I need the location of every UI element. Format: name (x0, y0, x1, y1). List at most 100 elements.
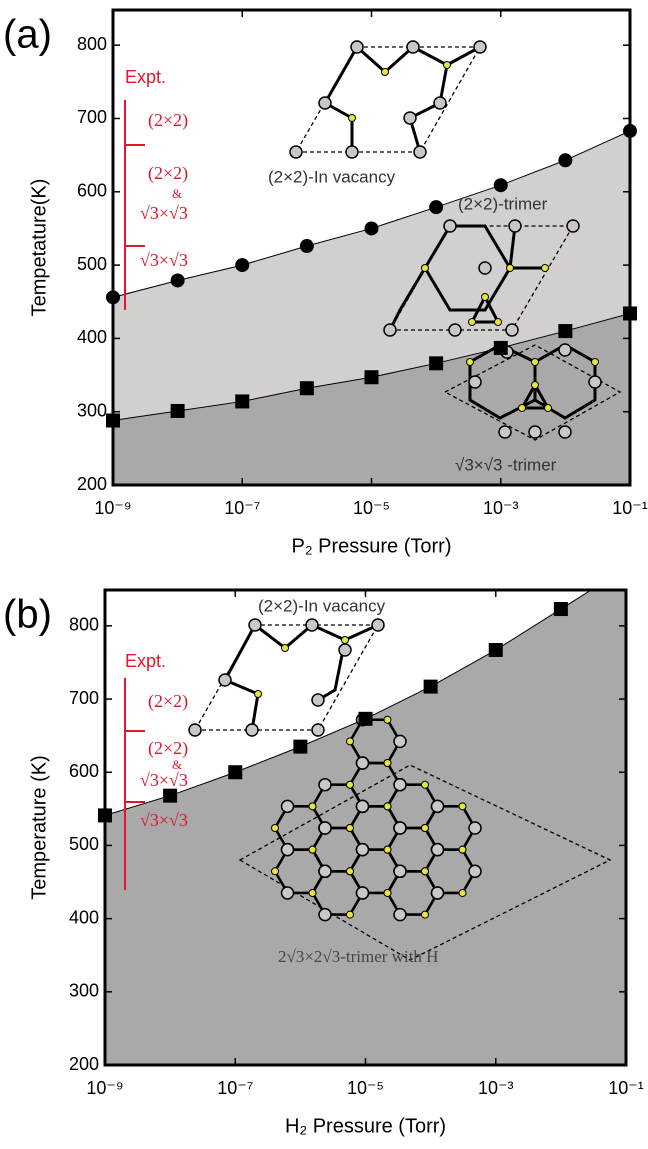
y-tick-label: 800 (69, 615, 99, 635)
data-point (429, 356, 443, 370)
p-atom (347, 781, 354, 788)
in-atom (357, 800, 369, 812)
data-point (300, 381, 314, 395)
in-atom (589, 376, 601, 388)
panel-label: (b) (3, 593, 52, 637)
in-atom (394, 735, 406, 747)
y-tick-label: 300 (69, 981, 99, 1001)
in-atom (357, 887, 369, 899)
y-tick-label: 400 (69, 907, 99, 927)
in-atom (290, 146, 302, 158)
x-tick-label: 10⁻⁷ (217, 1078, 253, 1098)
in-atom (319, 822, 331, 834)
data-point (235, 258, 249, 272)
data-point (424, 680, 438, 694)
in-atom (306, 619, 318, 631)
in-atom (351, 41, 363, 53)
in-atom (407, 41, 419, 53)
annotation: (2×2)-trimer (458, 194, 548, 213)
p-atom (422, 265, 429, 272)
annotation: √3×√3 (140, 770, 188, 790)
in-atom (394, 909, 406, 921)
x-tick-label: 10⁻⁹ (94, 498, 131, 518)
in-atom (529, 426, 541, 438)
in-atom (432, 800, 444, 812)
p-atom (422, 868, 429, 875)
in-atom (319, 865, 331, 877)
p-atom (459, 846, 466, 853)
in-atom (414, 146, 426, 158)
in-atom (449, 324, 461, 336)
in-atom (479, 262, 491, 274)
annotation: Expt. (125, 67, 166, 87)
p-atom (272, 825, 279, 832)
p-atom (545, 405, 552, 412)
x-tick-label: 10⁻⁵ (353, 498, 390, 518)
in-atom (394, 865, 406, 877)
data-point (365, 221, 379, 235)
p-atom (309, 803, 316, 810)
x-tick-label: 10⁻¹ (612, 498, 648, 518)
annotation: √3×√3 -trimer (455, 455, 557, 474)
in-atom (567, 220, 579, 232)
x-tick-label: 10⁻³ (483, 498, 519, 518)
data-point (106, 290, 120, 304)
x-tick-label: 10⁻¹ (608, 1078, 644, 1098)
y-tick-label: 300 (77, 400, 107, 420)
p-atom (384, 760, 391, 767)
annotation: √3×√3 (140, 250, 188, 270)
in-atom (509, 220, 521, 232)
in-atom (469, 822, 481, 834)
p-atom (495, 319, 502, 326)
in-atom (469, 376, 481, 388)
p-atom (309, 846, 316, 853)
p-atom (459, 803, 466, 810)
panel-label: (a) (3, 13, 52, 57)
x-axis-label: H₂ Pressure (Torr) (285, 1115, 446, 1137)
p-atom (282, 645, 289, 652)
p-atom (272, 868, 279, 875)
y-tick-label: 700 (69, 688, 99, 708)
in-atom (346, 146, 358, 158)
annotation: (2×2)-In vacancy (268, 167, 396, 186)
p-atom (422, 781, 429, 788)
in-atom (189, 724, 201, 736)
in-atom (282, 887, 294, 899)
annotation: √3×√3 (140, 810, 188, 830)
in-atom (282, 800, 294, 812)
y-axis-label: Temperature (K) (28, 755, 50, 900)
data-point (558, 324, 572, 338)
in-atom (319, 909, 331, 921)
p-atom (469, 319, 476, 326)
data-point (163, 789, 177, 803)
in-atom (384, 324, 396, 336)
in-atom (506, 324, 518, 336)
data-point (494, 341, 508, 355)
in-atom (339, 644, 351, 656)
data-point (359, 712, 373, 726)
x-axis-label: P₂ Pressure (Torr) (291, 535, 451, 557)
in-atom (434, 97, 446, 109)
data-point (623, 306, 637, 320)
annotation: (2×2) (148, 110, 188, 131)
p-atom (309, 889, 316, 896)
data-point (554, 602, 568, 616)
in-atom (432, 887, 444, 899)
in-atom (282, 844, 294, 856)
data-point (171, 273, 185, 287)
p-atom (347, 868, 354, 875)
p-atom (444, 62, 451, 69)
annotation: Expt. (125, 651, 166, 671)
p-atom (542, 265, 549, 272)
in-atom (444, 220, 456, 232)
in-atom (372, 619, 384, 631)
in-atom (394, 779, 406, 791)
p-atom (532, 359, 539, 366)
y-tick-label: 600 (77, 181, 107, 201)
annotation: √3×√3 (140, 203, 188, 223)
data-point (489, 643, 503, 657)
data-point (558, 153, 572, 167)
in-atom (249, 619, 261, 631)
p-atom (349, 115, 356, 122)
y-tick-label: 700 (77, 107, 107, 127)
